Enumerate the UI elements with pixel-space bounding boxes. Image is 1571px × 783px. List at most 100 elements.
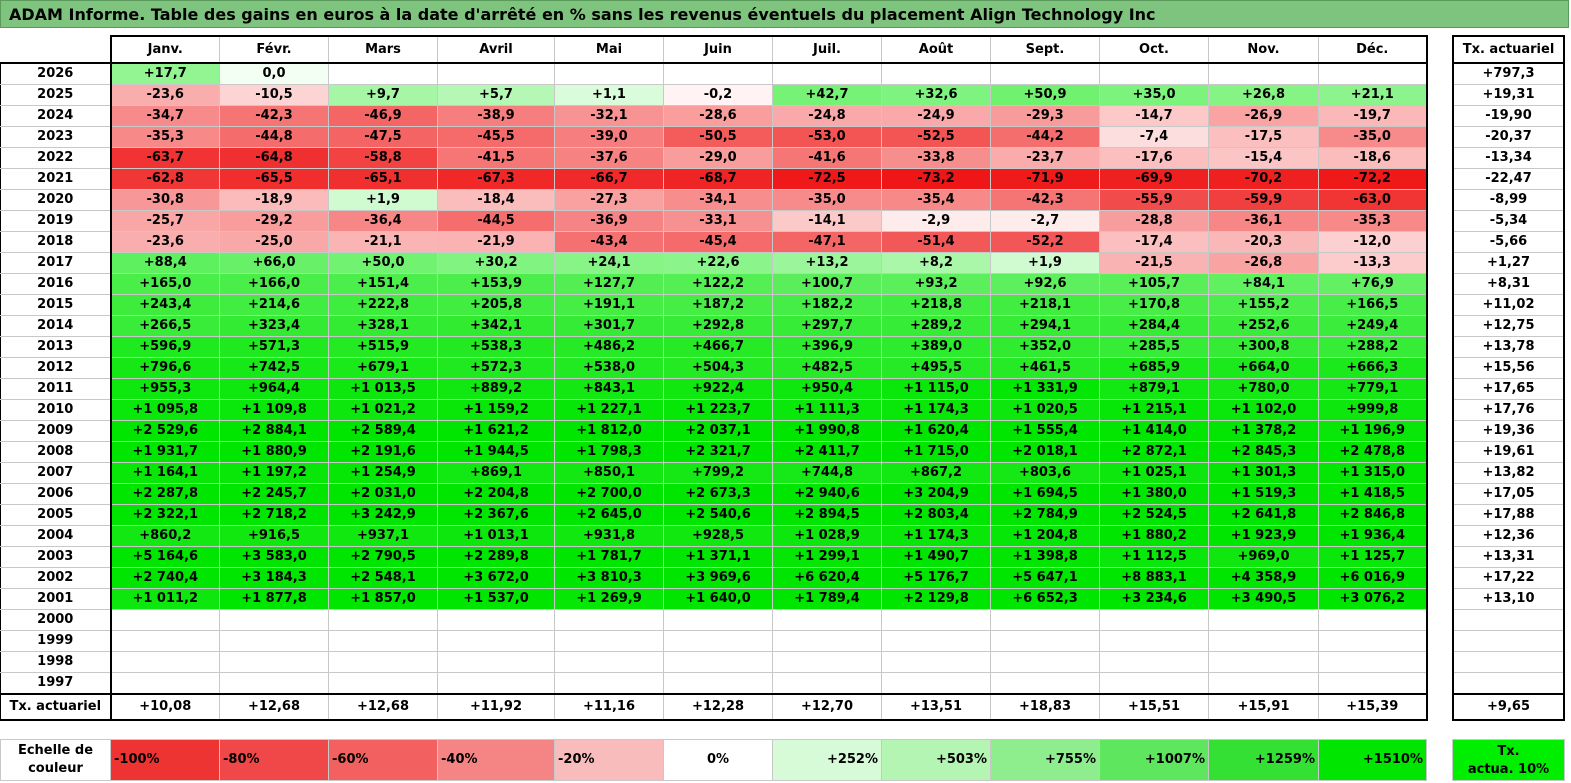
- gain-cell: -36,4: [328, 210, 438, 232]
- gain-cell: +155,2: [1208, 294, 1319, 316]
- gain-cell: +3 490,5: [1208, 588, 1319, 610]
- gain-cell: +266,5: [109, 315, 220, 337]
- year-rate-cell: +13,31: [1452, 546, 1565, 568]
- gain-cell: +284,4: [1099, 315, 1209, 337]
- gain-cell: +1 936,4: [1318, 525, 1428, 547]
- scale-swatch: -20%: [554, 739, 664, 781]
- gain-cell: +2 589,4: [328, 420, 438, 442]
- scale-swatch: -40%: [437, 739, 555, 781]
- table-row: 2023 -35,3 -44,8 -47,5 -45,5 -39,0 -50,5 -53,0-…: [0, 126, 1428, 148]
- gain-cell: +294,1: [990, 315, 1100, 337]
- gain-cell: +779,1: [1318, 378, 1428, 400]
- table-row: 2001 +1 011,2 +1 877,8 +1 857,0 +1 537,0 +1 2…: [0, 588, 1428, 610]
- year-label: 2003: [0, 546, 111, 568]
- gain-cell: +205,8: [437, 294, 555, 316]
- year-rate-cell: +17,65: [1452, 378, 1565, 400]
- gain-cell: +93,2: [881, 273, 991, 295]
- gain-cell: +1 812,0: [554, 420, 664, 442]
- gain-cell: +214,6: [219, 294, 329, 316]
- gain-cell: +222,8: [328, 294, 438, 316]
- gain-cell: -18,6: [1318, 147, 1428, 169]
- gain-cell: +1 880,2: [1099, 525, 1209, 547]
- gain-cell: +32,6: [881, 84, 991, 106]
- gain-cell: [1208, 651, 1319, 673]
- gain-cell: +24,1: [554, 252, 664, 274]
- gain-cell: -35,3: [109, 126, 220, 148]
- gain-cell: -63,7: [109, 147, 220, 169]
- gain-cell: +342,1: [437, 315, 555, 337]
- gain-cell: +538,3: [437, 336, 555, 358]
- year-rate-cell: [1452, 672, 1565, 695]
- gain-cell: [1099, 609, 1209, 631]
- year-rate-cell: +1,27: [1452, 252, 1565, 274]
- gain-cell: +999,8: [1318, 399, 1428, 421]
- gain-cell: +1 857,0: [328, 588, 438, 610]
- table-row: 2019 -25,7 -29,2 -36,4 -44,5 -36,9 -33,1 -14,1-…: [0, 210, 1428, 232]
- gain-cell: -28,6: [663, 105, 773, 127]
- gain-cell: -42,3: [219, 105, 329, 127]
- gain-cell: [554, 609, 664, 631]
- month-rate-cell: +13,51: [881, 693, 991, 721]
- gain-cell: +850,1: [554, 462, 664, 484]
- gain-cell: [328, 62, 438, 85]
- gain-cell: +860,2: [109, 525, 220, 547]
- table-row: 2017 +88,4 +66,0 +50,0 +30,2 +24,1 +22,6 +13,2 +…: [0, 252, 1428, 274]
- year-rate-cell: [1452, 609, 1565, 631]
- gain-cell: +796,6: [109, 357, 220, 379]
- gain-cell: +869,1: [437, 462, 555, 484]
- gain-cell: +105,7: [1099, 273, 1209, 295]
- gain-cell: +2 700,0: [554, 483, 664, 505]
- gain-cell: +1 254,9: [328, 462, 438, 484]
- gain-cell: -32,1: [554, 105, 664, 127]
- month-rate-cell: +12,68: [219, 693, 329, 721]
- gain-cell: 0,0: [219, 62, 329, 85]
- gain-cell: [437, 609, 555, 631]
- gain-cell: [219, 651, 329, 673]
- gain-cell: +92,6: [990, 273, 1100, 295]
- gain-cell: -44,8: [219, 126, 329, 148]
- gain-cell: -2,7: [990, 210, 1100, 232]
- year-rate-cell: [1452, 630, 1565, 652]
- scale-swatch: 0%: [663, 739, 773, 781]
- gain-cell: -24,9: [881, 105, 991, 127]
- gain-cell: +843,1: [554, 378, 664, 400]
- gain-cell: +3 672,0: [437, 567, 555, 589]
- year-label: 1999: [0, 630, 111, 652]
- gain-cell: +1 414,0: [1099, 420, 1209, 442]
- year-label: 2024: [0, 105, 111, 127]
- gain-cell: +3 810,3: [554, 567, 664, 589]
- gain-cell: -44,5: [437, 210, 555, 232]
- gain-cell: +35,0: [1099, 84, 1209, 106]
- gain-cell: -38,9: [437, 105, 555, 127]
- gain-cell: +3 234,6: [1099, 588, 1209, 610]
- gain-cell: [437, 630, 555, 652]
- gain-cell: +1 196,9: [1318, 420, 1428, 442]
- year-rate-cell: -5,66: [1452, 231, 1565, 253]
- month-rate-cell: +11,92: [437, 693, 555, 721]
- gain-cell: [1208, 672, 1319, 695]
- gain-cell: +218,1: [990, 294, 1100, 316]
- gain-cell: +22,6: [663, 252, 773, 274]
- gain-cell: +780,0: [1208, 378, 1319, 400]
- scale-swatch: +1007%: [1099, 739, 1209, 781]
- gain-cell: -29,2: [219, 210, 329, 232]
- gain-cell: +515,9: [328, 336, 438, 358]
- table-row: 2014 +266,5 +323,4 +328,1 +342,1 +301,7 +292,8…: [0, 315, 1428, 337]
- gain-cell: [772, 62, 882, 85]
- gain-cell: +742,5: [219, 357, 329, 379]
- gain-cell: +685,9: [1099, 357, 1209, 379]
- gain-cell: +1 223,7: [663, 399, 773, 421]
- year-label: 2023: [0, 126, 111, 148]
- month-rate-cell: +12,28: [663, 693, 773, 721]
- gain-cell: +928,5: [663, 525, 773, 547]
- gain-cell: +191,1: [554, 294, 664, 316]
- year-label: 2019: [0, 210, 111, 232]
- gain-cell: -35,0: [772, 189, 882, 211]
- gain-cell: +100,7: [772, 273, 882, 295]
- gain-cell: [554, 651, 664, 673]
- gain-cell: -59,9: [1208, 189, 1319, 211]
- gain-cell: +1 102,0: [1208, 399, 1319, 421]
- gain-cell: +300,8: [1208, 336, 1319, 358]
- gain-cell: -62,8: [109, 168, 220, 190]
- gain-cell: +1 880,9: [219, 441, 329, 463]
